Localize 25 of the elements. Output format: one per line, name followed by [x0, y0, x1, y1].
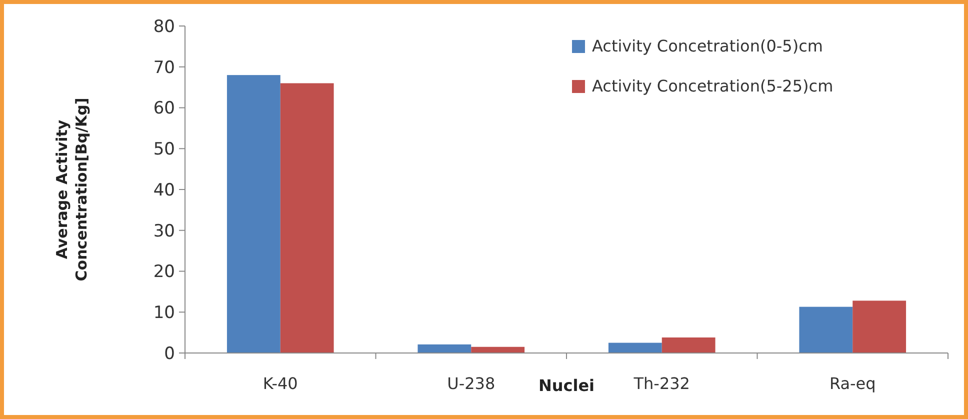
legend-label: Activity Concetration(0-5)cm — [592, 36, 823, 56]
y-tick-label: 80 — [153, 16, 175, 37]
y-tick-label: 10 — [153, 303, 175, 324]
bar — [280, 83, 334, 353]
legend-label: Activity Concetration(5-25)cm — [592, 76, 834, 96]
x-tick-label: Th-232 — [632, 374, 690, 393]
x-axis-title: Nuclei — [538, 376, 595, 395]
y-tick-label: 40 — [153, 180, 175, 200]
x-tick-label: U-238 — [447, 374, 496, 393]
y-tick-label: 0 — [164, 344, 175, 364]
x-tick-label: K-40 — [262, 374, 298, 393]
y-tick-label: 30 — [153, 221, 175, 242]
bar — [799, 306, 853, 353]
bar — [608, 342, 662, 353]
y-tick-label: 60 — [153, 98, 175, 119]
y-axis-title: Average Activity Concentration[Bq/Kg] — [53, 98, 90, 282]
bar — [662, 337, 716, 353]
bar — [418, 344, 472, 353]
bar — [471, 346, 525, 353]
x-tick-label: Ra-eq — [829, 374, 876, 393]
y-tick-label: 50 — [153, 140, 175, 160]
y-tick-label: 70 — [153, 58, 175, 78]
bar — [226, 75, 280, 353]
y-tick-label: 20 — [153, 262, 175, 282]
bar — [852, 300, 906, 353]
